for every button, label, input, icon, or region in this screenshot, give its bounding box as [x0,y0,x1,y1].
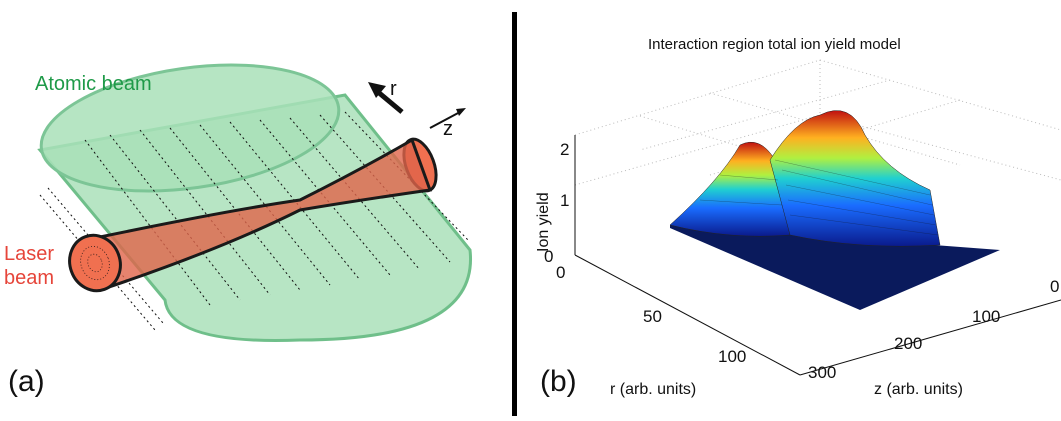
surface-plot: 0 1 2 0 50 100 300 200 100 0 Ion yield r… [535,59,1061,398]
z-arrow [429,108,466,129]
z-tick-0: 0 [556,263,565,282]
r-tick-50: 50 [643,307,662,326]
r-arrow [368,82,404,114]
y-axis-label: z (arb. units) [874,381,963,398]
z-axis-tick-100: 100 [972,307,1000,326]
surface-peak-1 [669,141,791,237]
panel-a-label: (a) [8,365,45,398]
atomic-beam-label: Atomic beam [35,73,152,95]
laser-beam-label-line1: Laser [4,243,55,265]
z-axis-label: z [443,118,453,140]
surface-mesh [699,159,939,236]
r-tick-0: 0 [544,247,553,266]
chart-title: Interaction region total ion yield model [648,36,901,53]
z-tick-2: 2 [560,140,569,159]
r-tick-100: 100 [718,347,746,366]
laser-beam-label-line2: beam [4,267,55,289]
panel-a: r z Atomic beam Laser beam (a) [0,0,510,416]
z-axis-label: Ion yield [535,192,552,252]
r-axis-label: r [390,78,397,100]
z-axis-tick-200: 200 [894,334,922,353]
surface-peak-2 [769,110,941,247]
beam-diagram: r z [37,63,473,342]
cut-off-tick: 0 [1050,277,1059,296]
panel-b-label: (b) [540,365,577,398]
x-axis-label: r (arb. units) [610,381,696,398]
atomic-beam-top [39,63,341,193]
laser-near-cap [68,233,122,293]
z-axis-tick-300: 300 [808,363,836,382]
panel-b: Interaction region total ion yield model [520,0,1061,416]
laser-beam-body [93,137,433,293]
panel-divider [512,12,517,416]
plot-axes [574,135,1061,376]
z-tick-1: 1 [560,191,569,210]
